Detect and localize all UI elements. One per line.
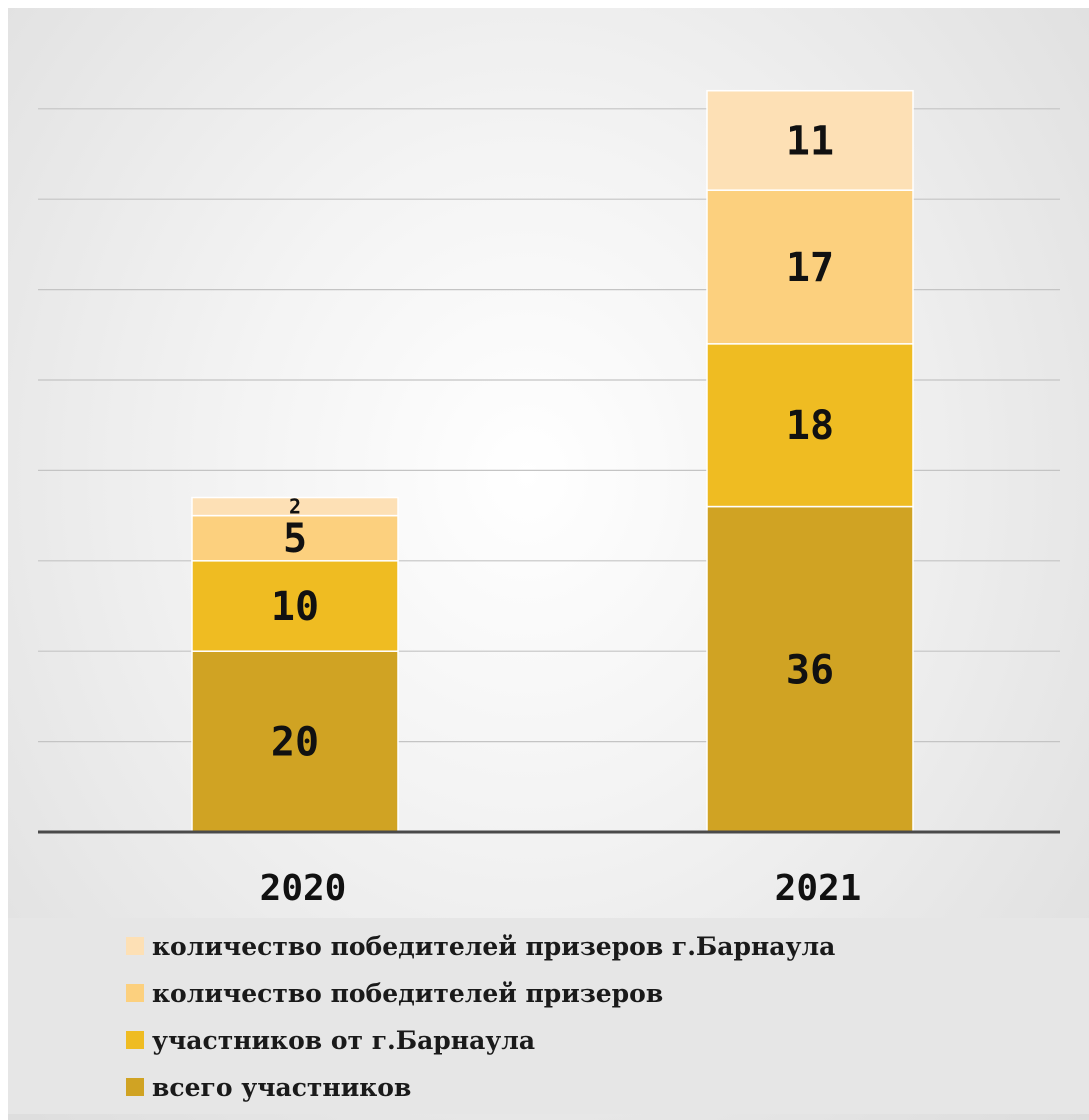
data-label: 5	[283, 516, 307, 562]
bar-segment	[191, 496, 399, 517]
legend-item: участников от г.Барнаула	[126, 1020, 535, 1060]
legend-label: количество победителей призеров	[152, 978, 664, 1008]
bars: 20 10 52 36 18 17 11	[191, 89, 914, 833]
x-axis-ticks: 2020 2021	[260, 868, 862, 908]
x-tick-label: 2020	[260, 868, 347, 908]
data-label: 18	[786, 403, 834, 449]
data-label: 17	[786, 245, 834, 291]
chart-frame: 20 10 5 2 36 18 17 11 2020 2021 количество побед…	[8, 8, 1089, 1120]
legend: количество победителей призеров г.Барнау…	[8, 918, 1089, 1114]
legend-item: всего участников	[126, 1067, 411, 1107]
legend-label: участников от г.Барнаула	[152, 1025, 536, 1055]
data-label: 11	[786, 118, 834, 164]
data-label: 36	[786, 647, 834, 693]
bar-segment	[191, 560, 399, 652]
legend-swatch	[126, 984, 144, 1002]
legend-swatch	[126, 1078, 144, 1096]
bar-chart: 20 10 52 36 18 17 11 2020 2021	[38, 89, 1060, 908]
bar-segment	[191, 650, 399, 833]
legend-label: количество победителей призеров г.Барнау…	[152, 931, 836, 961]
legend-swatch	[126, 937, 144, 955]
legend-item: количество победителей призеров г.Барнау…	[126, 926, 835, 966]
bar-segment	[191, 514, 399, 562]
legend-item: количество победителей призеров	[126, 973, 663, 1013]
bar-segment	[706, 89, 914, 191]
x-tick-label: 2021	[775, 868, 862, 908]
data-label: 20	[271, 720, 319, 766]
bar-segment	[706, 343, 914, 508]
bar-segment	[706, 189, 914, 345]
legend-label: всего участников	[152, 1072, 412, 1102]
data-label: 10	[271, 584, 319, 630]
legend-swatch	[126, 1031, 144, 1049]
bar-segment	[706, 505, 914, 833]
data-label: 2	[289, 495, 301, 519]
